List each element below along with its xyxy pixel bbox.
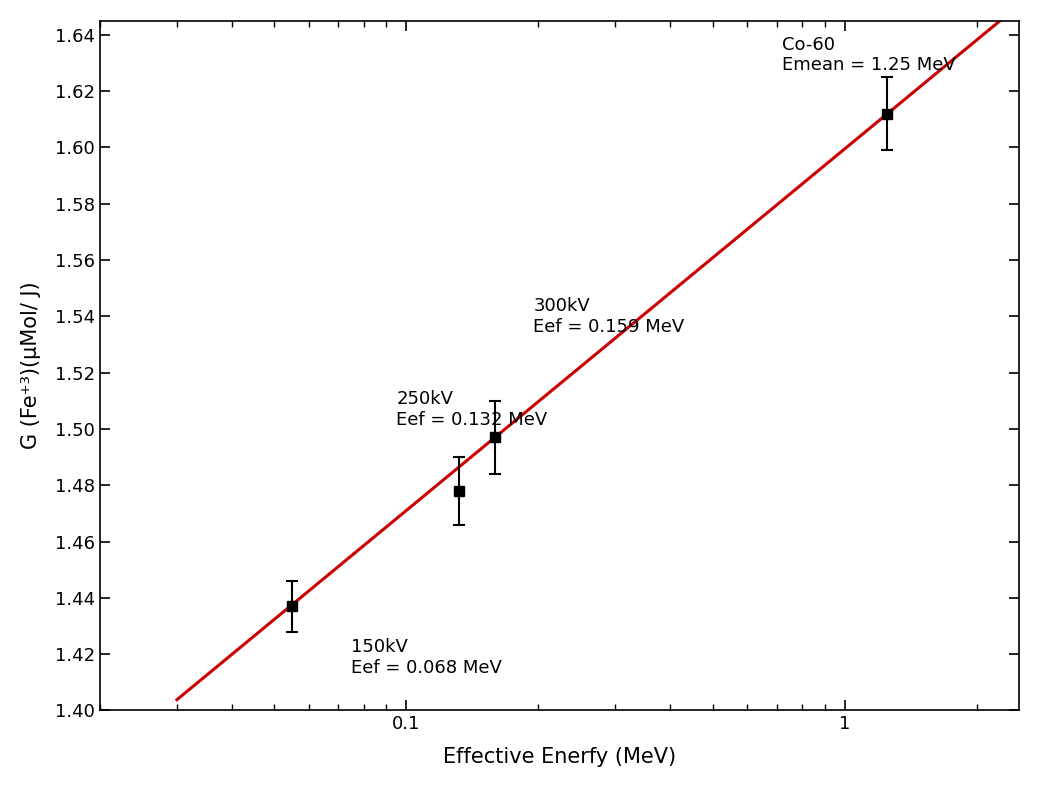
Text: 250kV
Eef = 0.132 MeV: 250kV Eef = 0.132 MeV <box>396 390 548 429</box>
Text: 150kV
Eef = 0.068 MeV: 150kV Eef = 0.068 MeV <box>352 637 502 677</box>
X-axis label: Effective Enerfy (MeV): Effective Enerfy (MeV) <box>443 747 676 768</box>
Text: Co-60
Emean = 1.25 MeV: Co-60 Emean = 1.25 MeV <box>782 35 956 74</box>
Y-axis label: G (Fe⁺³)(μMol/ J): G (Fe⁺³)(μMol/ J) <box>21 282 41 449</box>
Text: 300kV
Eef = 0.159 MeV: 300kV Eef = 0.159 MeV <box>534 297 684 336</box>
